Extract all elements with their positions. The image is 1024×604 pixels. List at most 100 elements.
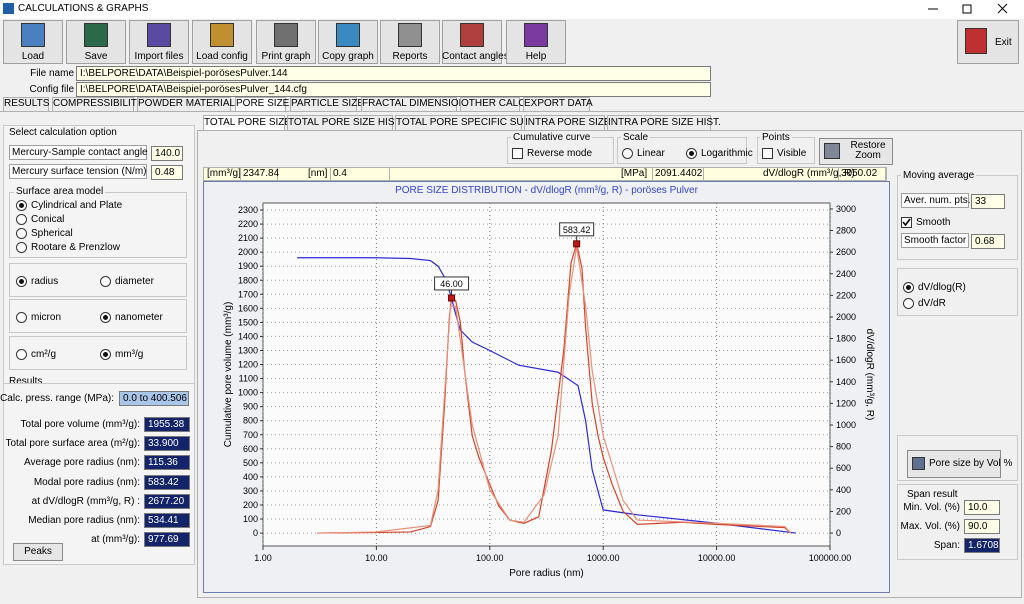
range-field[interactable]: 0.0 to 400.506	[119, 391, 189, 406]
subtab[interactable]: INTRA PORE SIZE HIST.	[607, 115, 721, 130]
toolbar-label[interactable]: Help	[525, 51, 547, 62]
toolbar-icon[interactable]	[84, 23, 108, 47]
radio-label[interactable]: Linear	[637, 148, 665, 159]
tab[interactable]: RESULTS	[3, 97, 50, 111]
restore-zoom-label[interactable]: Zoom	[855, 150, 881, 161]
result-value[interactable]: 583.42	[144, 474, 190, 490]
tab[interactable]: OTHER CALC.	[460, 97, 529, 111]
contact-angle-field[interactable]: 140.0	[151, 146, 183, 161]
y2-tick-label: 3000	[836, 204, 856, 214]
restore-zoom-label[interactable]: Restore	[850, 140, 886, 151]
result-value[interactable]: 33.900	[144, 436, 190, 452]
radio-dot[interactable]	[103, 352, 108, 357]
radio-label[interactable]: Rootare & Prenzlow	[31, 242, 120, 253]
result-value[interactable]: 2677.20	[144, 493, 190, 509]
check-path[interactable]	[902, 218, 911, 227]
toolbar-label[interactable]: Print graph	[261, 51, 311, 62]
radio-label[interactable]: Conical	[31, 214, 65, 225]
radio-label[interactable]: mm³/g	[115, 349, 144, 360]
config-field[interactable]: I:\BELPORE\DATA\Beispiel-porösesPulver_1…	[76, 82, 711, 97]
radio-button[interactable]	[903, 298, 914, 309]
checkbox-label[interactable]: Visible	[777, 148, 807, 159]
radio-label[interactable]: diameter	[115, 276, 154, 287]
radio-dot[interactable]	[103, 315, 108, 320]
surface-tension-field[interactable]: 0.48	[151, 165, 183, 180]
result-value[interactable]: 1955.38	[144, 417, 190, 432]
radio-dot[interactable]	[906, 285, 911, 290]
toolbar-label[interactable]: Reports	[392, 51, 428, 62]
toolbar-label[interactable]: Load	[21, 51, 45, 62]
radio-button[interactable]	[622, 148, 633, 159]
result-value[interactable]: 115.36	[144, 455, 190, 471]
span-title: Span result	[907, 489, 958, 500]
y-tick-label: 1400	[238, 331, 258, 341]
toolbar-label[interactable]: Contact angles	[442, 51, 509, 62]
radio-label[interactable]: nanometer	[115, 312, 163, 323]
radio-button[interactable]	[16, 228, 27, 239]
check-mark[interactable]	[902, 218, 911, 227]
radio-button[interactable]	[16, 214, 27, 225]
toolbar-icon[interactable]	[147, 23, 171, 47]
checkbox[interactable]	[512, 148, 523, 159]
restore-icon[interactable]	[962, 4, 972, 14]
toolbar-icon[interactable]	[21, 23, 45, 47]
result-value[interactable]: 977.69	[144, 532, 190, 548]
radio-label[interactable]: radius	[31, 276, 59, 287]
radio-dot[interactable]	[19, 203, 24, 208]
restore-zoom-icon[interactable]	[824, 143, 840, 159]
pore-size-label[interactable]: Pore size by Vol %	[929, 458, 1013, 469]
result-value[interactable]: 534.41	[144, 513, 190, 528]
radio-label[interactable]: dV/dlog(R)	[918, 282, 966, 293]
radio-button[interactable]	[16, 312, 27, 323]
tab[interactable]: POWDER MATERIALS	[137, 97, 242, 111]
tab[interactable]: COMPRESSIBILITY	[52, 97, 144, 111]
subtab[interactable]: TOTAL PORE SIZE HIST.	[287, 115, 403, 130]
factor-field[interactable]: 0.68	[971, 234, 1005, 249]
tab[interactable]: PORE SIZE	[235, 97, 290, 111]
checkbox-label[interactable]: Reverse mode	[527, 148, 593, 159]
tab[interactable]: PARTICLE SIZE	[290, 97, 364, 111]
radio-dot[interactable]	[689, 151, 694, 156]
toolbar-icon[interactable]	[336, 23, 360, 47]
toolbar-icon[interactable]	[274, 23, 298, 47]
span-value[interactable]: 1.6708	[964, 538, 1000, 553]
toolbar-icon[interactable]	[210, 23, 234, 47]
span-value[interactable]: 90.0	[964, 519, 1000, 534]
file-field[interactable]: I:\BELPORE\DATA\Beispiel-porösesPulver.1…	[76, 66, 711, 81]
pore-size-icon[interactable]	[912, 457, 925, 470]
checkbox-label[interactable]: Smooth	[916, 217, 951, 228]
toolbar-label[interactable]: Load config	[196, 51, 248, 62]
radio-dot[interactable]	[19, 279, 24, 284]
subtab[interactable]: TOTAL PORE SIZE	[203, 115, 292, 130]
tab[interactable]: EXPORT DATA	[523, 97, 593, 111]
aver-field[interactable]: 33	[971, 194, 1005, 209]
toolbar-label[interactable]: Save	[84, 51, 108, 62]
toolbar-label[interactable]: Copy graph	[322, 51, 374, 62]
subtab[interactable]: TOTAL PORE SPECIFIC SURF.	[395, 115, 539, 130]
close-icon[interactable]	[997, 3, 1008, 14]
x-tick-label: 100000.00	[809, 553, 852, 563]
radio-label[interactable]: cm²/g	[31, 349, 56, 360]
radio-label[interactable]: dV/dR	[918, 298, 946, 309]
radio-button[interactable]	[100, 276, 111, 287]
toolbar-label[interactable]: Import files	[134, 51, 184, 62]
toolbar-icon[interactable]	[460, 23, 484, 47]
peaks-button[interactable]: Peaks	[13, 543, 63, 561]
tab[interactable]: FRACTAL DIMENSION	[361, 97, 466, 111]
radio-button[interactable]	[16, 242, 27, 253]
radio-label[interactable]: micron	[31, 312, 62, 323]
plot-area	[262, 202, 831, 547]
subtab[interactable]: INTRA PORE SIZE	[524, 115, 611, 130]
checkbox[interactable]	[901, 217, 912, 228]
checkbox[interactable]	[762, 148, 773, 159]
exit-icon[interactable]	[965, 28, 987, 54]
toolbar-icon[interactable]	[524, 23, 548, 47]
radio-label[interactable]: Spherical	[31, 228, 73, 239]
radio-button[interactable]	[16, 349, 27, 360]
span-value[interactable]: 10.0	[964, 500, 1000, 515]
toolbar-icon[interactable]	[398, 23, 422, 47]
app-icon	[3, 3, 14, 14]
exit-label[interactable]: Exit	[995, 37, 1012, 48]
radio-label[interactable]: Logarithmic	[701, 148, 753, 159]
radio-label[interactable]: Cylindrical and Plate	[31, 200, 123, 211]
